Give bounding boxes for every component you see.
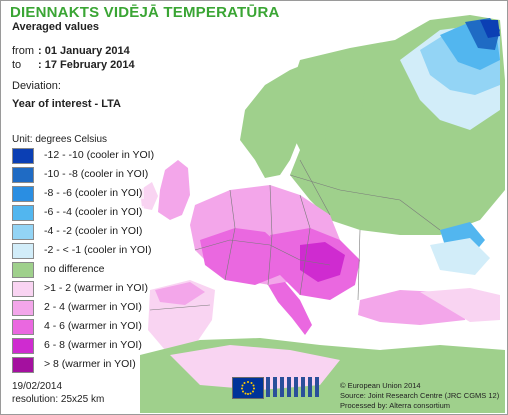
issue-date: 19/02/2014 [12, 381, 63, 392]
resolution-label: resolution: 25x25 km [12, 394, 105, 405]
region-turkey-east [420, 288, 500, 322]
legend-swatch [12, 338, 34, 354]
legend-swatch [12, 224, 34, 240]
credits: © European Union 2014 Source: Joint Rese… [340, 381, 508, 411]
to-label: to [12, 59, 22, 71]
to-value: : 17 February 2014 [38, 59, 135, 71]
legend-label: -8 - -6 (cooler in YOI) [42, 187, 145, 199]
deviation-label: Deviation: [12, 80, 61, 92]
legend-swatch [12, 205, 34, 221]
eu-stars-icon [241, 381, 255, 395]
region-italy [268, 282, 312, 335]
legend-label: -6 - -4 (cooler in YOI) [42, 206, 145, 218]
legend-label: > 8 (warmer in YOI) [42, 358, 138, 370]
legend-label: 6 - 8 (warmer in YOI) [42, 339, 144, 351]
legend-swatch [12, 357, 34, 373]
legend-label: -12 - -10 (cooler in YOI) [42, 149, 157, 161]
map-subtitle: Averaged values [12, 21, 100, 33]
unit-label: Unit: degrees Celsius [12, 134, 108, 145]
partner-logo [264, 377, 322, 397]
region-ireland [140, 182, 158, 210]
period-from: from : 01 January 2014 [12, 45, 130, 57]
legend-label: -10 - -8 (cooler in YOI) [42, 168, 151, 180]
region-scandinavia [240, 60, 345, 178]
legend-swatch [12, 300, 34, 316]
region-caucasus-light [430, 238, 490, 275]
period-to: to : 17 February 2014 [12, 59, 135, 71]
credit-line: Source: Joint Research Centre (JRC CGMS … [340, 391, 500, 400]
region-finland [325, 80, 365, 160]
legend-swatch [12, 281, 34, 297]
country-borders [149, 159, 441, 311]
legend-swatch [12, 262, 34, 278]
legend-label: >1 - 2 (warmer in YOI) [42, 282, 150, 294]
legend-label: no difference [42, 263, 107, 275]
from-label: from [12, 45, 34, 57]
region-uk-ireland [158, 160, 190, 220]
legend-swatch [12, 167, 34, 183]
region-iberia-north [155, 282, 205, 305]
map-title: DIENNAKTS VIDĒJĀ TEMPERATŪRA [10, 4, 280, 21]
from-value: : 01 January 2014 [38, 45, 130, 57]
legend-swatch [12, 243, 34, 259]
legend-label: -2 - < -1 (cooler in YOI) [42, 244, 154, 256]
legend-swatch [12, 319, 34, 335]
legend-swatch [12, 148, 34, 164]
legend-label: 2 - 4 (warmer in YOI) [42, 301, 144, 313]
credit-line: © European Union 2014 [340, 381, 421, 390]
legend-swatch [12, 186, 34, 202]
legend-label: 4 - 6 (warmer in YOI) [42, 320, 144, 332]
eu-flag-logo [232, 377, 264, 399]
region-cool-ne-5 [480, 20, 500, 38]
credit-line: Processed by: Alterra consortium [340, 401, 451, 410]
region-hot-core [300, 242, 345, 282]
legend-label: -4 - -2 (cooler in YOI) [42, 225, 145, 237]
comparison-label: Year of interest - LTA [12, 98, 122, 110]
